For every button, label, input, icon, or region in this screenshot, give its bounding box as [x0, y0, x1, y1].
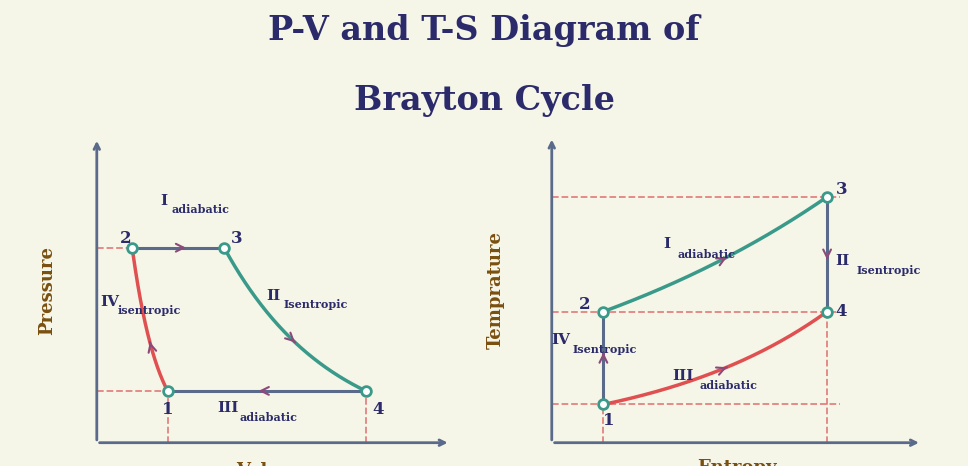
Text: 4: 4: [373, 401, 384, 418]
Text: 1: 1: [162, 401, 173, 418]
Text: adiabatic: adiabatic: [678, 249, 736, 260]
Text: Pressure: Pressure: [39, 246, 56, 335]
Text: Brayton Cycle: Brayton Cycle: [353, 84, 615, 117]
Text: III: III: [672, 369, 694, 383]
Text: adiabatic: adiabatic: [700, 380, 758, 391]
Text: P-V and T-S Diagram of: P-V and T-S Diagram of: [268, 14, 700, 47]
Text: IV: IV: [101, 295, 119, 308]
Text: III: III: [217, 401, 238, 415]
Text: Isentropic: Isentropic: [284, 299, 348, 310]
Text: Isentropic: Isentropic: [857, 265, 921, 276]
Text: 3: 3: [835, 181, 847, 198]
Text: adiabatic: adiabatic: [171, 205, 229, 215]
Text: Volume: Volume: [236, 462, 311, 466]
Text: isentropic: isentropic: [117, 305, 181, 316]
Text: 2: 2: [579, 296, 590, 313]
Text: II: II: [835, 254, 850, 268]
Text: 3: 3: [231, 230, 243, 247]
Text: 4: 4: [835, 303, 847, 320]
Text: Isentropic: Isentropic: [572, 344, 637, 355]
Text: II: II: [266, 288, 281, 302]
Text: I: I: [664, 238, 671, 252]
Text: I: I: [161, 194, 167, 208]
Text: 2: 2: [119, 230, 131, 247]
Text: IV: IV: [552, 333, 571, 347]
Text: Temprature: Temprature: [487, 231, 505, 349]
Text: 1: 1: [603, 412, 615, 429]
Text: Entropy: Entropy: [697, 459, 776, 466]
Text: adiabatic: adiabatic: [240, 411, 298, 423]
